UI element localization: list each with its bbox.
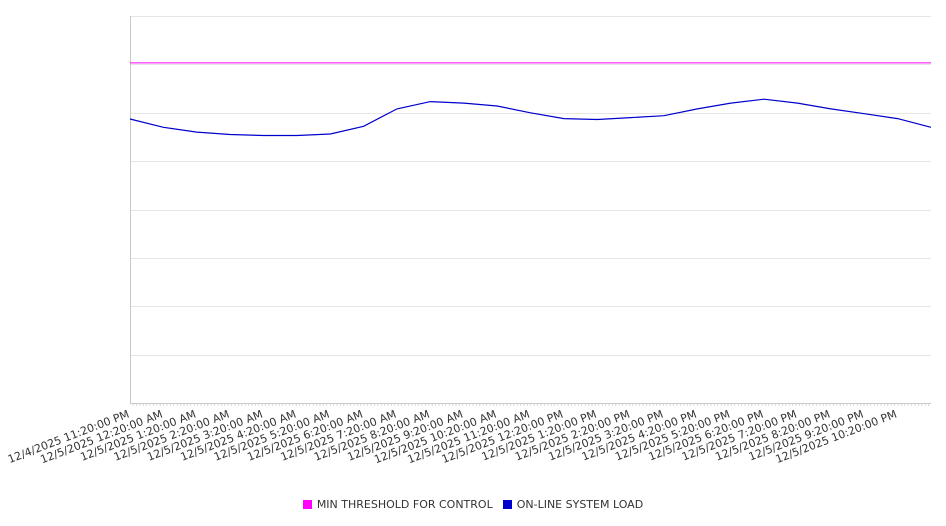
legend-item: ON-LINE SYSTEM LOAD <box>502 498 644 511</box>
legend-swatch <box>502 500 512 509</box>
x-minor-ticks <box>132 403 929 406</box>
legend-label: MIN THRESHOLD FOR CONTROL <box>316 498 493 511</box>
legend-item: MIN THRESHOLD FOR CONTROL <box>302 498 493 511</box>
series-layer <box>129 62 932 137</box>
series-line-system-load <box>129 98 932 137</box>
legend-swatch <box>302 500 312 509</box>
legend: MIN THRESHOLD FOR CONTROL ON-LINE SYSTEM … <box>0 498 946 511</box>
legend-label: ON-LINE SYSTEM LOAD <box>516 498 644 511</box>
grid-lines <box>130 16 931 356</box>
